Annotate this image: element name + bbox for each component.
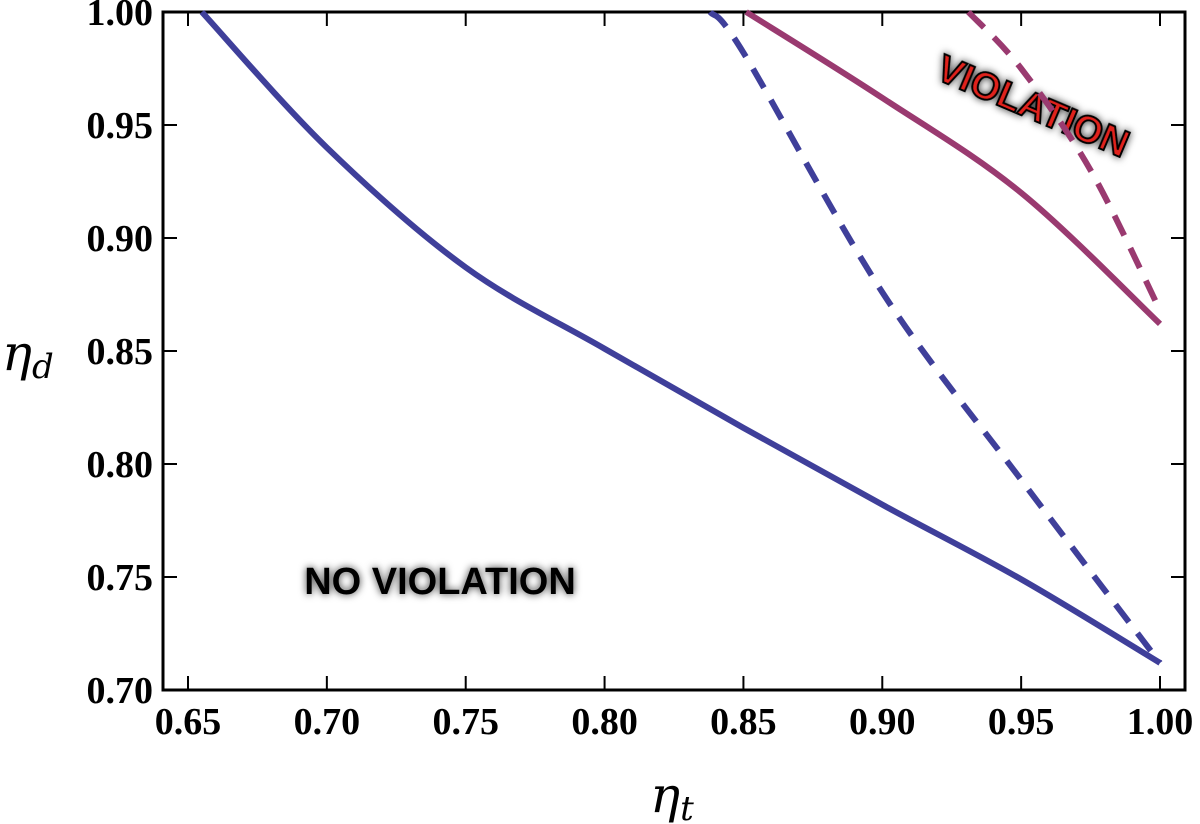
y-tick-label: 0.75	[87, 557, 154, 599]
x-tick-label: 1.00	[1127, 701, 1194, 743]
x-tick-label: 0.80	[571, 701, 638, 743]
x-axis-label: ηt	[650, 766, 694, 824]
x-tick-label: 0.65	[155, 701, 222, 743]
y-tick-label: 0.70	[87, 670, 154, 712]
line	[199, 9, 1162, 666]
y-tick-label: 0.80	[87, 444, 154, 486]
x-tick-label: 0.85	[710, 701, 777, 743]
y-tick-label: 0.90	[87, 218, 154, 260]
line	[707, 9, 1163, 665]
y-tick-label: 0.95	[87, 105, 154, 147]
y-tick-label: 1.00	[87, 0, 154, 34]
x-tick-label: 0.90	[849, 701, 916, 743]
y-axis-label: ηd	[2, 324, 54, 387]
line	[966, 9, 1163, 312]
annotation: NO VIOLATION	[304, 561, 576, 603]
x-tick-label: 0.70	[294, 701, 361, 743]
x-tick-label: 0.75	[432, 701, 499, 743]
line	[744, 9, 1163, 327]
y-tick-label: 0.85	[87, 331, 154, 373]
x-tick-label: 0.95	[988, 701, 1055, 743]
